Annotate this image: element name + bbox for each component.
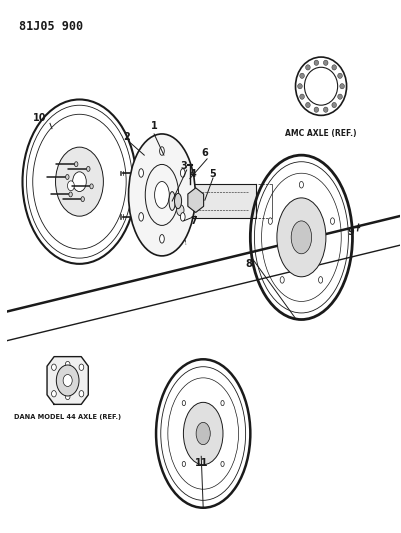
Ellipse shape (221, 400, 224, 406)
Ellipse shape (338, 94, 342, 99)
Text: 4: 4 (190, 169, 197, 179)
Text: AMC AXLE (REF.): AMC AXLE (REF.) (285, 128, 357, 138)
Ellipse shape (314, 60, 319, 66)
Text: 3: 3 (180, 161, 187, 171)
Ellipse shape (183, 402, 223, 465)
Ellipse shape (139, 213, 144, 221)
Ellipse shape (180, 169, 185, 177)
Ellipse shape (324, 107, 328, 112)
Ellipse shape (314, 107, 319, 112)
Ellipse shape (306, 65, 310, 70)
Circle shape (52, 391, 56, 397)
Text: 9: 9 (347, 227, 354, 237)
Ellipse shape (277, 198, 326, 277)
Ellipse shape (324, 60, 328, 66)
Ellipse shape (155, 182, 169, 208)
Ellipse shape (221, 462, 224, 466)
Ellipse shape (291, 221, 312, 254)
Ellipse shape (280, 277, 284, 283)
Text: 2: 2 (123, 132, 130, 142)
Ellipse shape (81, 197, 84, 201)
Ellipse shape (139, 169, 144, 177)
Circle shape (79, 391, 84, 397)
Ellipse shape (160, 147, 164, 155)
Ellipse shape (90, 184, 93, 189)
Ellipse shape (196, 422, 210, 445)
Ellipse shape (73, 172, 86, 191)
Ellipse shape (340, 84, 344, 89)
Ellipse shape (169, 192, 175, 211)
Text: 11: 11 (194, 458, 208, 467)
Ellipse shape (56, 365, 79, 396)
Ellipse shape (300, 94, 304, 99)
Text: 8: 8 (245, 259, 252, 269)
Text: 5: 5 (210, 169, 217, 179)
Ellipse shape (67, 181, 74, 191)
Ellipse shape (75, 161, 78, 167)
Ellipse shape (129, 134, 195, 256)
Ellipse shape (332, 65, 336, 70)
Ellipse shape (55, 147, 103, 216)
Ellipse shape (268, 218, 272, 224)
Text: 10: 10 (33, 113, 47, 123)
Ellipse shape (87, 166, 90, 171)
Ellipse shape (332, 102, 336, 108)
Ellipse shape (160, 235, 164, 243)
Ellipse shape (300, 73, 304, 78)
Ellipse shape (180, 213, 185, 221)
Ellipse shape (330, 218, 334, 224)
Ellipse shape (182, 462, 186, 466)
Text: DANA MODEL 44 AXLE (REF.): DANA MODEL 44 AXLE (REF.) (14, 414, 121, 420)
Ellipse shape (63, 375, 72, 386)
Ellipse shape (300, 181, 304, 188)
Text: 1: 1 (151, 121, 158, 131)
Circle shape (65, 361, 70, 368)
Text: 81J05 900: 81J05 900 (18, 20, 83, 33)
Ellipse shape (177, 205, 184, 216)
Ellipse shape (66, 174, 69, 180)
Ellipse shape (69, 192, 72, 197)
Polygon shape (188, 188, 204, 213)
Ellipse shape (298, 84, 302, 89)
Ellipse shape (338, 73, 342, 78)
Circle shape (79, 364, 84, 370)
Ellipse shape (174, 193, 182, 209)
Circle shape (65, 393, 70, 400)
Ellipse shape (182, 400, 186, 406)
Polygon shape (47, 357, 88, 405)
Text: 6: 6 (202, 148, 209, 158)
Ellipse shape (306, 102, 310, 108)
Ellipse shape (318, 277, 323, 283)
Circle shape (52, 364, 56, 370)
Text: 7: 7 (190, 216, 197, 227)
